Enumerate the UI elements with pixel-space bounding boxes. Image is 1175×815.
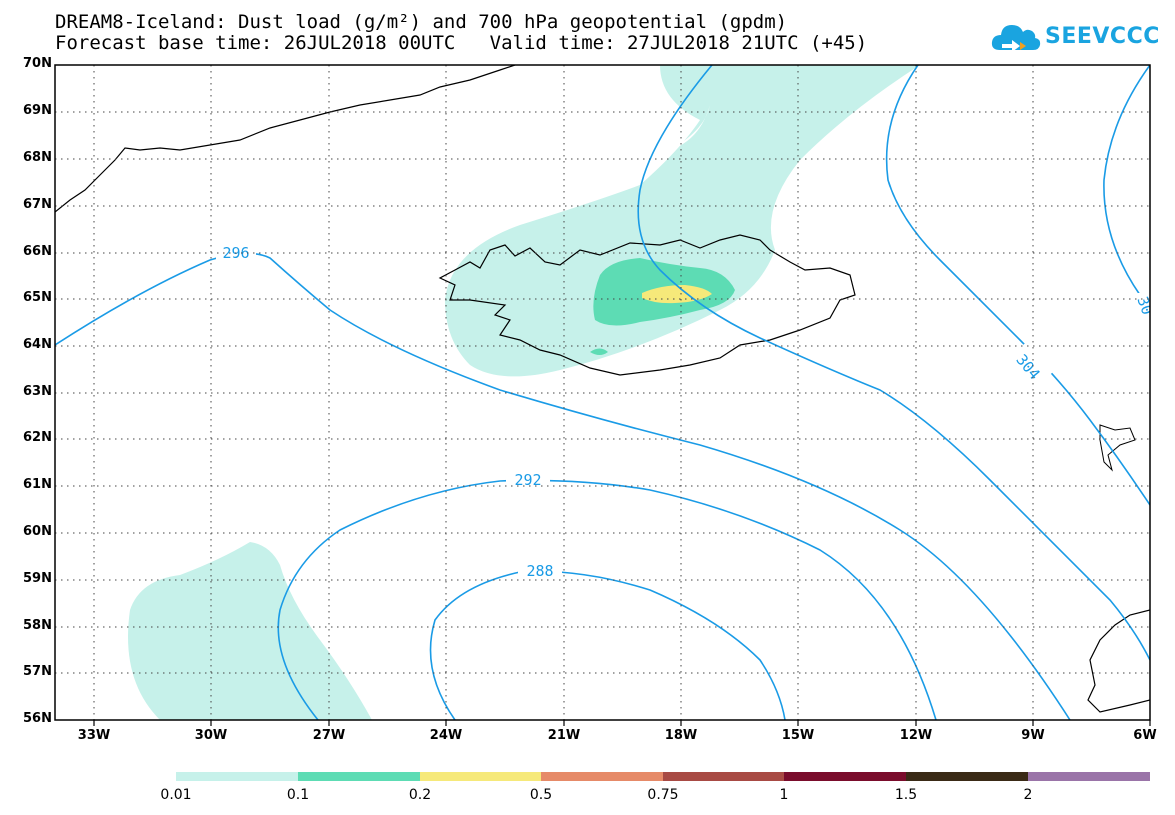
- lat-label: 61N: [23, 477, 52, 492]
- dust-area-north: [445, 65, 920, 377]
- lat-label: 59N: [23, 571, 52, 586]
- contour-label-288: 288: [526, 562, 553, 580]
- scotland-coastline: [1087, 609, 1150, 713]
- lat-label: 57N: [23, 664, 52, 679]
- colorbar-segment: [906, 772, 1028, 781]
- logo-text: SEEVCCC: [1045, 24, 1160, 49]
- colorbar-label: 0.5: [529, 787, 553, 803]
- lon-label: 18W: [664, 728, 698, 743]
- gridlines: [55, 65, 1150, 720]
- lat-label: 66N: [23, 244, 52, 259]
- lat-label: 70N: [23, 56, 52, 71]
- contour-292: [277, 479, 937, 720]
- contour-308: [1103, 65, 1150, 311]
- colorbar-segment: [1028, 772, 1150, 781]
- colorbar-segment: [784, 772, 906, 781]
- lon-label: 24W: [429, 728, 463, 743]
- colorbar-label: 1: [779, 787, 789, 803]
- colorbar-label: 1.5: [894, 787, 918, 803]
- map-subtitle: Forecast base time: 26JUL2018 00UTC Vali…: [55, 32, 868, 54]
- map-frame: [54, 64, 1151, 721]
- lat-label: 65N: [23, 290, 52, 305]
- colorbar-segment: [176, 772, 298, 781]
- lat-label: 68N: [23, 150, 52, 165]
- contour-300: [637, 65, 1150, 661]
- cloud-logo-icon: [991, 25, 1041, 52]
- colorbar-segment: [420, 772, 541, 781]
- map-title: DREAM8-Iceland: Dust load (g/m²) and 700…: [55, 11, 788, 33]
- lat-label: 63N: [23, 384, 52, 399]
- colorbar-segment: [298, 772, 420, 781]
- lat-label: 62N: [23, 430, 52, 445]
- lat-label: 67N: [23, 197, 52, 212]
- contour-label-30: 30: [1133, 294, 1156, 317]
- iceland-coastline: [438, 234, 856, 376]
- colorbar-label: 0.01: [160, 787, 192, 803]
- lon-label: 33W: [77, 728, 111, 743]
- lat-label: 56N: [23, 711, 52, 726]
- lon-label: 6W: [1133, 728, 1157, 743]
- lon-label: 21W: [547, 728, 581, 743]
- dust-area-southwest: [128, 542, 372, 720]
- colorbar-segment: [541, 772, 663, 781]
- lat-label: 58N: [23, 618, 52, 633]
- contour-288: [429, 570, 786, 720]
- lon-label: 9W: [1021, 728, 1045, 743]
- colorbar-label: 2: [1023, 787, 1033, 803]
- contour-label-292: 292: [514, 471, 541, 489]
- dust-area-medium-small: [590, 348, 608, 355]
- faroe-coastline: [1099, 424, 1136, 472]
- colorbar-label: 0.75: [647, 787, 679, 803]
- colorbar-segment: [663, 772, 784, 781]
- greenland-coastline: [55, 65, 516, 213]
- colorbar-label: 0.2: [408, 787, 432, 803]
- lon-label: 30W: [194, 728, 228, 743]
- lon-label: 15W: [781, 728, 815, 743]
- colorbar-label: 0.1: [286, 787, 310, 803]
- lat-label: 60N: [23, 524, 52, 539]
- lat-label: 64N: [23, 337, 52, 352]
- lat-label: 69N: [23, 103, 52, 118]
- lon-label: 27W: [312, 728, 346, 743]
- lon-label: 12W: [899, 728, 933, 743]
- contour-304: [885, 65, 1150, 506]
- seevccc-logo: SEEVCCC: [990, 20, 1170, 56]
